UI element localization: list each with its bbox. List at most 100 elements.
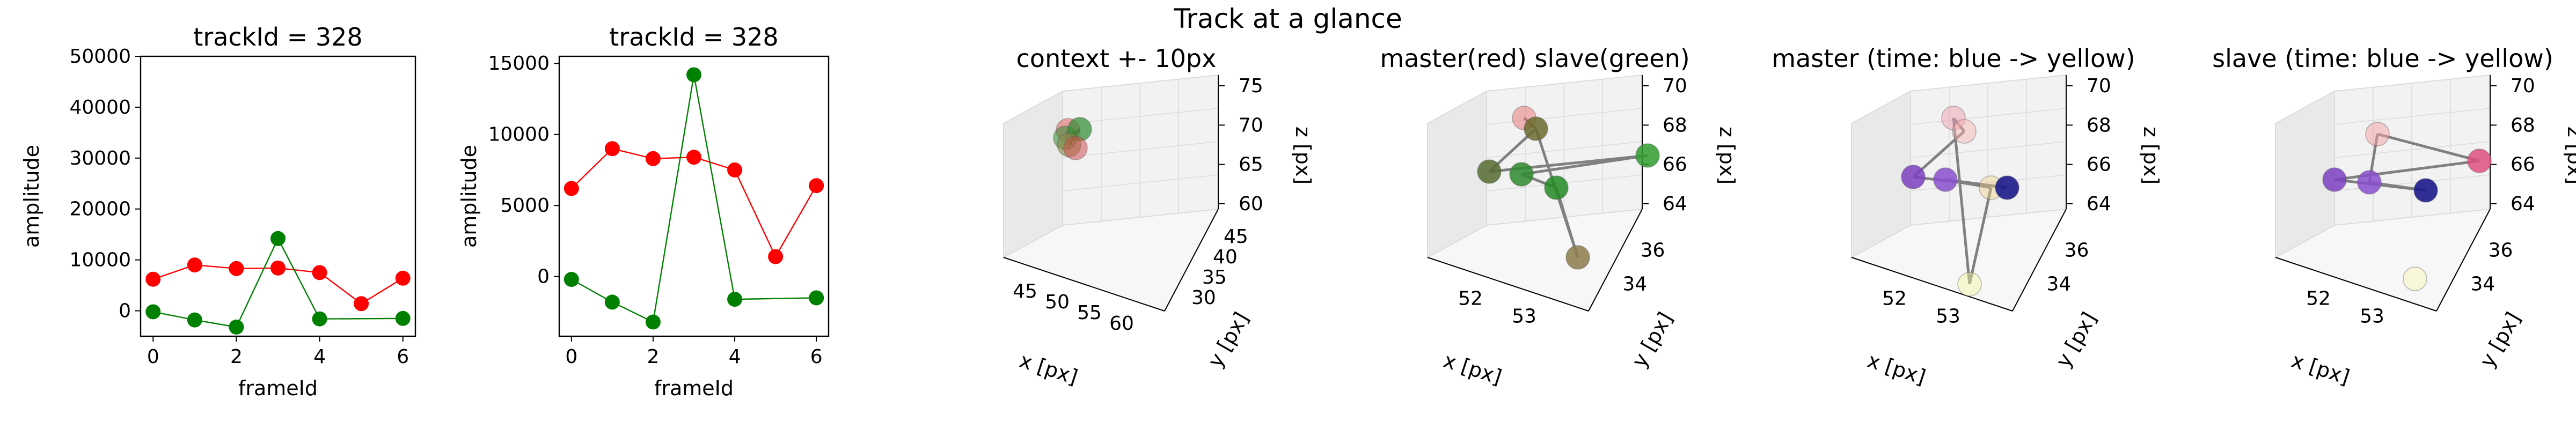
x-axis-label: x [px] (1017, 349, 1081, 389)
y-tick-label: 34 (2046, 273, 2071, 295)
z-tick-label: 64 (2087, 193, 2111, 215)
data-point (564, 181, 579, 196)
x-tick-label: 55 (1077, 302, 1102, 324)
y-axis-label: amplitude (457, 145, 481, 248)
y-tick-label: 36 (1641, 239, 1665, 261)
y-tick-label: 5000 (500, 195, 550, 217)
data-point (395, 310, 411, 326)
x-axis-label: x [px] (1865, 349, 1929, 389)
track-point (1635, 143, 1660, 168)
chart-title: master(red) slave(green) (1380, 44, 1689, 73)
line-chart-2: trackId = 328 frameId amplitude 0 2 4 6 0 5000 10… (457, 23, 830, 400)
y-tick-label: 35 (1202, 267, 1227, 289)
y-axis-line (2012, 209, 2067, 312)
chart-title: trackId = 328 (193, 23, 362, 51)
z-axis-label: z [px] (1715, 127, 1739, 184)
z-tick-label: 70 (1663, 75, 1687, 97)
track-point (1901, 165, 1926, 189)
z-tick-label: 70 (2511, 75, 2535, 97)
y-axis-line (1588, 209, 1643, 312)
track-point (2403, 267, 2427, 291)
z-axis-label: z [px] (2563, 127, 2576, 184)
y-tick-label: 40 (1213, 246, 1238, 268)
data-point (604, 141, 620, 157)
z-tick-label: 68 (1663, 114, 1687, 136)
z-tick-label: 64 (2511, 193, 2535, 215)
3d-chart-2: 64 66 68 70 52 53 34 36 x [px] y [px] z [px] (1426, 74, 1739, 389)
track-point (1957, 272, 1982, 297)
y-axis-line (2436, 209, 2491, 312)
y-tick-label: 30 (1191, 287, 1216, 309)
data-point (145, 271, 161, 287)
x-tick-label: 6 (810, 346, 823, 368)
y-tick-label: 34 (1622, 273, 1647, 295)
y-tick-label: 45 (1224, 226, 1248, 248)
data-point (686, 67, 701, 83)
x-tick-label: 6 (397, 346, 409, 368)
x-tick-label: 60 (1109, 313, 1134, 335)
track-segment (2334, 159, 2480, 181)
x-tick-label: 53 (2360, 306, 2384, 328)
track-point (2322, 167, 2347, 192)
track-point (2467, 149, 2492, 173)
chart-title: trackId = 328 (609, 23, 778, 51)
chart-title: slave (time: blue -> yellow) (2212, 44, 2553, 73)
data-point (187, 257, 202, 273)
series-line-2 (571, 75, 817, 323)
x-tick-label: 45 (1013, 280, 1037, 302)
track-point (1063, 136, 1088, 160)
x-axis-label: frameId (238, 376, 318, 400)
y-tick-label: 50000 (69, 46, 131, 68)
z-tick-label: 66 (2511, 154, 2535, 176)
grid-line (1062, 141, 1219, 158)
grid-line (1486, 141, 1643, 158)
y-tick-label: 30000 (69, 147, 131, 169)
series-line-1 (570, 147, 817, 258)
x-axis-label: frameId (654, 376, 734, 400)
track-point (1941, 106, 1966, 130)
track-point (1509, 162, 1534, 187)
3d-chart-4: 64 66 68 70 52 53 34 36 x [px] y [px] z [px] (2274, 74, 2576, 389)
z-tick-label: 70 (2087, 75, 2111, 97)
grid-line (1062, 174, 1219, 191)
data-point (645, 314, 661, 330)
data-point (645, 151, 661, 166)
y-axis-line (1164, 209, 1219, 312)
data-point (270, 260, 286, 276)
grid-line (1486, 108, 1643, 125)
data-point (312, 311, 327, 327)
y-tick-label: 10000 (69, 249, 131, 271)
x-tick-label: 0 (565, 346, 577, 368)
data-point (768, 249, 784, 264)
x-axis-label: x [px] (1441, 349, 1505, 389)
back-pane (2334, 74, 2491, 226)
z-axis-label: z [px] (1291, 127, 1315, 184)
z-tick-label: 66 (1663, 154, 1687, 176)
y-tick-label: 40000 (69, 97, 131, 119)
y-tick-label: 20000 (69, 198, 131, 220)
z-tick-label: 75 (1239, 75, 1263, 97)
z-tick-label: 65 (1239, 154, 1263, 176)
x-tick-label: 50 (1045, 291, 1070, 313)
x-axis-line (1427, 257, 1589, 312)
track-point (2413, 178, 2438, 203)
z-tick-label: 68 (2087, 114, 2111, 136)
x-tick-label: 52 (2306, 287, 2331, 309)
grid-line (2334, 108, 2491, 125)
x-axis-label: x [px] (2289, 349, 2353, 389)
track-point (1524, 116, 1548, 141)
track-segment (1968, 187, 1993, 285)
x-axis-line (1851, 257, 2013, 312)
figure-suptitle: Track at a glance (1173, 3, 1402, 34)
data-point (686, 150, 701, 165)
data-point (809, 290, 824, 306)
data-point (187, 312, 202, 328)
plot-frame (558, 55, 830, 337)
x-axis-line (1003, 257, 1165, 312)
data-point (395, 270, 411, 286)
y-tick-label: 10000 (488, 124, 550, 146)
data-point (727, 292, 743, 307)
